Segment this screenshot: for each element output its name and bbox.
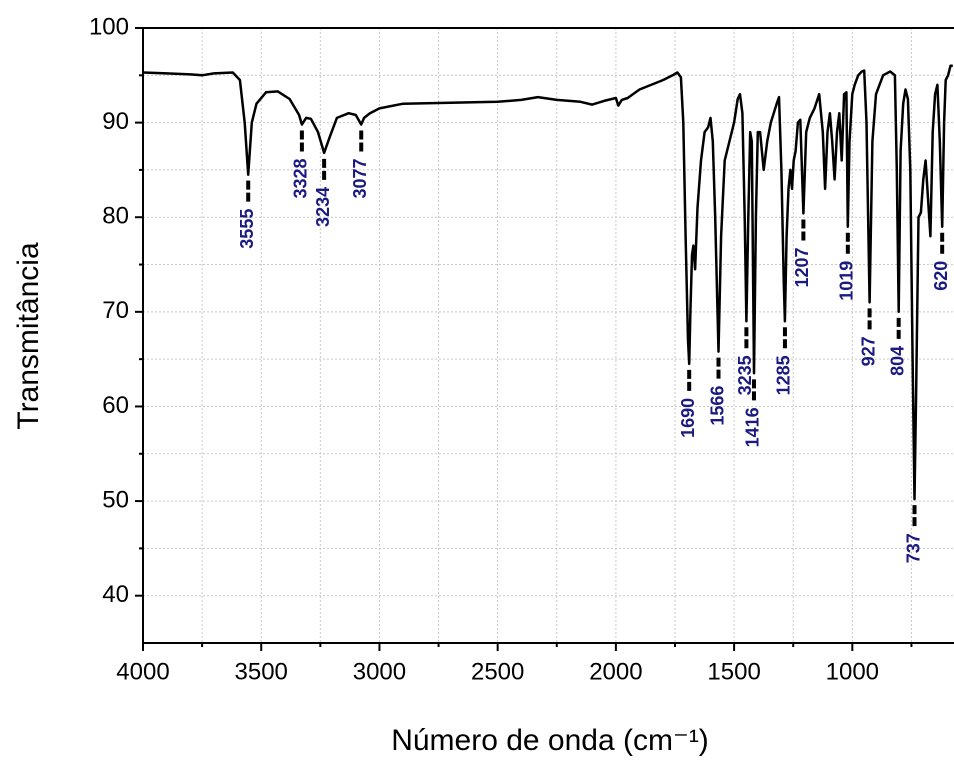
peak-label: 3328 bbox=[291, 159, 311, 199]
peak-label: 1690 bbox=[678, 398, 698, 438]
y-tick-label: 40 bbox=[102, 581, 129, 608]
peak-label: 1019 bbox=[837, 261, 857, 301]
peak-label: 1207 bbox=[792, 247, 812, 287]
peak-label: 3235 bbox=[735, 355, 755, 395]
y-tick-label: 70 bbox=[102, 297, 129, 324]
y-tick-label: 80 bbox=[102, 203, 129, 230]
x-axis-title: Número de onda (cm⁻¹) bbox=[391, 724, 709, 757]
plot-frame bbox=[142, 27, 954, 644]
x-tick-label: 1000 bbox=[826, 658, 879, 685]
peak-label: 1566 bbox=[707, 386, 727, 426]
y-tick-label: 100 bbox=[89, 13, 129, 40]
peak-label: 620 bbox=[931, 261, 951, 291]
peak-label: 3077 bbox=[350, 159, 370, 199]
spectrum-line bbox=[142, 64, 953, 501]
peak-label: 3234 bbox=[313, 187, 333, 227]
y-tick-label: 60 bbox=[102, 392, 129, 419]
x-tick-label: 3500 bbox=[235, 658, 288, 685]
y-tick-label: 90 bbox=[102, 108, 129, 135]
y-axis-title: Transmitância bbox=[12, 242, 45, 430]
y-tick-label: 50 bbox=[102, 486, 129, 513]
x-tick-label: 1500 bbox=[707, 658, 760, 685]
peak-label: 1416 bbox=[743, 407, 763, 447]
x-tick-label: 4000 bbox=[116, 658, 169, 685]
x-tick-label: 3000 bbox=[353, 658, 406, 685]
peak-label: 1285 bbox=[774, 355, 794, 395]
peak-label: 804 bbox=[887, 346, 907, 376]
peak-label: 927 bbox=[858, 336, 878, 366]
peak-label: 737 bbox=[903, 533, 923, 563]
x-tick-label: 2500 bbox=[471, 658, 524, 685]
x-tick-label: 2000 bbox=[589, 658, 642, 685]
peak-label: 3555 bbox=[237, 209, 257, 249]
